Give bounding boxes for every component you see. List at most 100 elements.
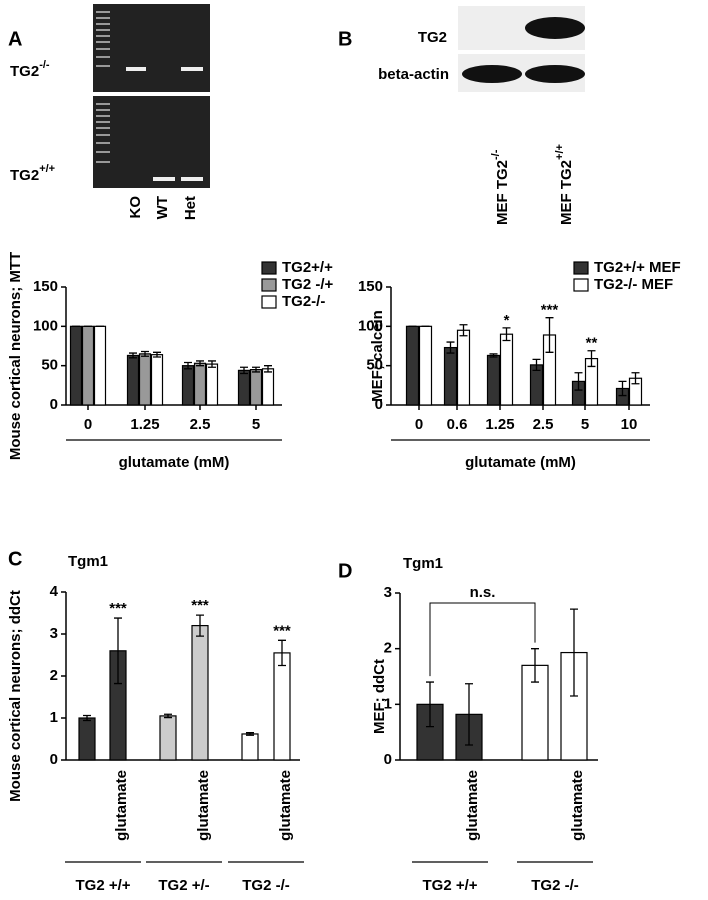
bar — [273, 652, 291, 761]
bar — [418, 325, 433, 406]
row-name: TG2 — [10, 167, 39, 184]
error-bar — [531, 648, 539, 683]
significance: *** — [191, 597, 209, 614]
panel-label: A — [8, 28, 22, 50]
row-name: TG2 — [10, 63, 39, 80]
x-tick-label: 10 — [621, 416, 638, 433]
x-tick-label: glutamate — [277, 770, 294, 841]
significance: *** — [109, 600, 127, 617]
significance: *** — [541, 302, 559, 319]
legend-swatch — [573, 261, 589, 275]
bar — [81, 325, 95, 406]
y-axis-label: MEF; calcein — [369, 310, 386, 402]
x-tick-label: 0 — [84, 416, 92, 433]
error-bar — [252, 366, 260, 373]
blot — [458, 6, 585, 92]
lane-sup: -/- — [490, 149, 502, 160]
lane-name: MEF TG2 — [494, 160, 511, 225]
x-tick-label: glutamate — [113, 770, 130, 841]
error-bar — [196, 360, 204, 367]
y-tick-label: 50 — [41, 357, 58, 374]
row-sup: -/- — [39, 59, 50, 71]
error-bar — [618, 380, 627, 397]
bar — [499, 333, 514, 406]
group-label: TG2 -/- — [242, 877, 290, 894]
panel-label: D — [338, 560, 352, 582]
panel-label: C — [8, 548, 22, 570]
error-bar — [164, 713, 172, 719]
x-tick-label: glutamate — [464, 770, 481, 841]
lane-label: MEF TG2+/+ — [554, 144, 575, 225]
x-tick-label: 5 — [252, 416, 260, 433]
error-bar — [570, 608, 578, 697]
comparison-label: n.s. — [470, 584, 496, 601]
legend-label: TG2+/+ — [282, 259, 333, 276]
y-axis-label: MEF; ddCt — [371, 659, 388, 734]
chart-title: Tgm1 — [403, 555, 443, 572]
group-label: TG2 +/+ — [75, 877, 130, 894]
legend-label: TG2 -/+ — [282, 276, 334, 293]
error-bar — [532, 358, 541, 372]
bar — [69, 325, 83, 406]
error-bar — [574, 372, 583, 391]
error-bar — [446, 341, 455, 354]
lane-label: Het — [182, 196, 199, 220]
x-tick-label: 0 — [415, 416, 423, 433]
blot-row-label: TG2 — [418, 29, 447, 46]
bar — [205, 363, 219, 406]
comparison-bracket — [429, 602, 536, 677]
bar — [150, 354, 164, 406]
bar — [486, 354, 501, 406]
error-bar — [240, 366, 248, 375]
gel-row-label: TG2+/+ — [10, 163, 55, 184]
y-tick-label: 1 — [384, 695, 392, 712]
error-bar — [114, 617, 122, 685]
error-bar — [196, 614, 204, 637]
y-tick-label: 3 — [384, 584, 392, 601]
x-axis-label: glutamate (mM) — [119, 454, 230, 471]
y-axis-label: Mouse cortical neurons; ddCt — [7, 590, 24, 802]
bar — [249, 369, 263, 406]
y-tick-label: 150 — [358, 278, 383, 295]
error-bar — [264, 365, 272, 373]
error-bar — [246, 732, 254, 736]
y-tick-label: 3 — [50, 625, 58, 642]
lane-label: MEF TG2-/- — [490, 149, 511, 225]
bar — [138, 353, 152, 406]
legend-label: TG2-/- — [282, 293, 325, 310]
x-tick-label: 2.5 — [190, 416, 211, 433]
bar — [78, 717, 96, 761]
y-tick-label: 0 — [50, 396, 58, 413]
lane-sup: +/+ — [554, 144, 566, 160]
x-tick-label: 1.25 — [130, 416, 159, 433]
error-bar — [83, 714, 91, 722]
y-tick-label: 50 — [366, 357, 383, 374]
y-tick-label: 2 — [50, 667, 58, 684]
bar — [416, 703, 444, 761]
error-bar — [489, 353, 498, 358]
x-axis-label: glutamate (mM) — [465, 454, 576, 471]
error-bar — [208, 360, 216, 368]
y-tick-label: 4 — [50, 583, 59, 600]
error-bar — [587, 350, 596, 368]
y-tick-label: 1 — [50, 709, 58, 726]
error-bar — [631, 372, 640, 385]
bar — [443, 346, 458, 406]
legend-swatch — [261, 295, 277, 309]
error-bar — [426, 681, 434, 728]
legend-swatch — [573, 278, 589, 292]
x-tick-label: glutamate — [195, 770, 212, 841]
bar — [193, 362, 207, 406]
significance: ** — [586, 335, 598, 352]
error-bar — [459, 324, 468, 337]
row-sup: +/+ — [39, 163, 55, 175]
error-bar — [465, 683, 473, 746]
y-tick-label: 0 — [375, 396, 383, 413]
blot-row-label: beta-actin — [378, 66, 449, 83]
bar — [456, 329, 471, 406]
x-tick-label: glutamate — [569, 770, 586, 841]
bar — [241, 733, 259, 761]
y-tick-label: 150 — [33, 278, 58, 295]
panel-label: B — [338, 28, 352, 50]
significance: *** — [273, 622, 291, 639]
